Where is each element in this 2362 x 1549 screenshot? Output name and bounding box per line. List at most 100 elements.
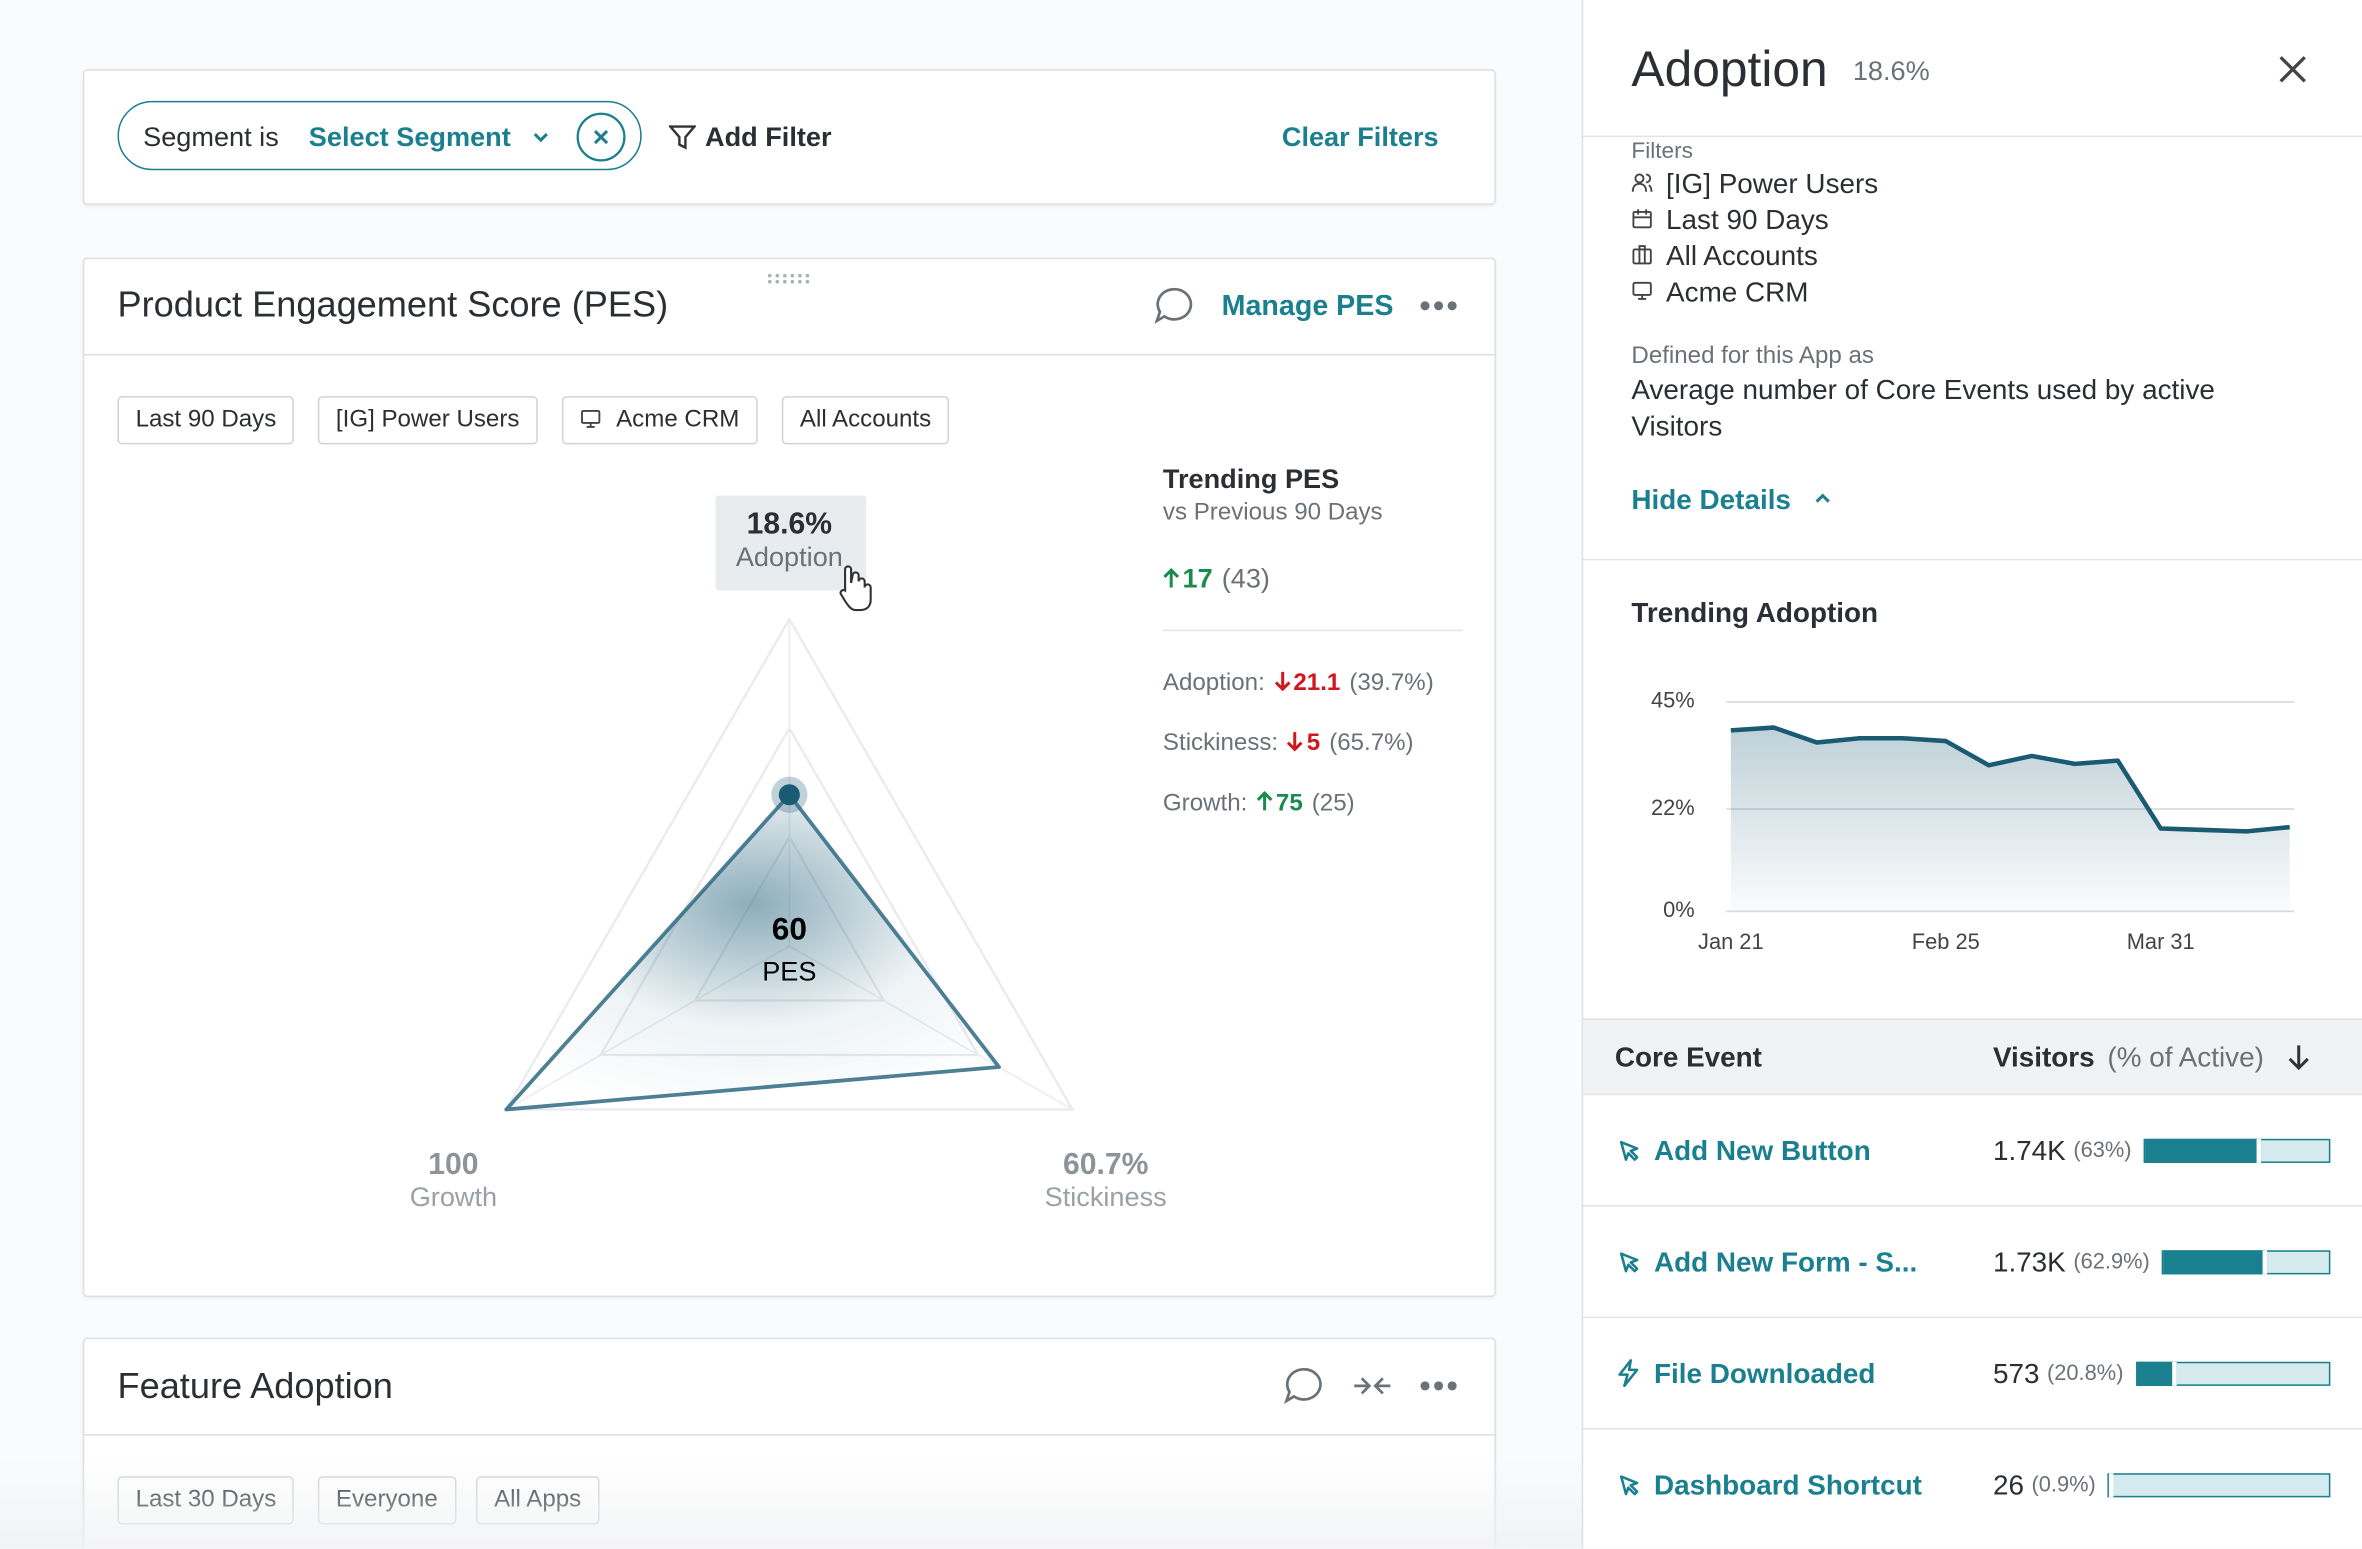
trending-change: 17 (43) — [1163, 565, 1270, 592]
percent: (20.8%) — [2046, 1361, 2124, 1386]
arrow-shape — [1274, 671, 1290, 692]
metric-previous: (39.7%) — [1349, 670, 1434, 696]
axis-value: 18.6% — [747, 508, 832, 541]
comment-icon[interactable] — [1282, 1365, 1324, 1407]
bar-fill — [2137, 1361, 2177, 1386]
column-header[interactable]: Visitors — [1992, 1040, 2095, 1073]
close-button[interactable] — [2278, 54, 2308, 84]
axis-name: Adoption — [736, 541, 843, 572]
panel-value: 18.6% — [1852, 55, 1930, 86]
trend-arrow — [1287, 732, 1304, 752]
radar-area — [504, 792, 1001, 1112]
collapse-icon[interactable] — [1353, 1371, 1392, 1401]
definition: Average number of Core Events used by ac… — [1631, 373, 2215, 442]
segment-select[interactable]: Select Segment — [308, 122, 511, 153]
table-row: Dashboard Shortcut 26 (0.9%) — [1583, 1428, 2362, 1539]
arrow-shape — [1287, 732, 1304, 752]
icon-part — [1632, 210, 1652, 229]
icon — [1619, 1252, 1639, 1273]
filter-chip[interactable]: Acme CRM — [561, 396, 758, 445]
panel-title: Adoption — [1631, 40, 1828, 97]
icon-part — [1632, 281, 1652, 296]
bar-fill — [2145, 1138, 2261, 1163]
icon — [1619, 1475, 1639, 1496]
filter-chip[interactable]: [IG] Power Users — [317, 396, 538, 445]
percent: (62.9%) — [2073, 1249, 2150, 1274]
chevron — [533, 133, 548, 143]
percent: (63%) — [2073, 1138, 2132, 1163]
manage-pes[interactable]: Manage PES — [1221, 290, 1394, 323]
bottom-fade — [0, 1458, 1582, 1549]
icon — [1631, 173, 1653, 192]
filter-item: Acme CRM — [1666, 275, 1809, 308]
filter-item: [IG] Power Users — [1666, 167, 1879, 199]
icon-part — [1634, 173, 1645, 184]
add-filter[interactable]: Add Filter — [704, 122, 832, 153]
icon — [1618, 1359, 1639, 1388]
event-link[interactable]: Add New Form - S... — [1654, 1245, 1918, 1277]
table-row: Add New Button 1.74K (63%) — [1583, 1093, 2362, 1205]
metric-name: Adoption: — [1162, 670, 1265, 696]
bar-track — [2107, 1472, 2331, 1497]
divider — [1583, 135, 2362, 138]
tooltip — [715, 495, 867, 591]
icon-part — [1638, 245, 1646, 264]
column-subheader: (% of Active) — [2107, 1040, 2264, 1073]
drag-handle[interactable] — [767, 273, 815, 285]
bar-track — [2161, 1249, 2331, 1274]
pes-card: Product Engagement Score (PES) Manage PE… — [82, 257, 1496, 1297]
metric-row: Growth: 75 (25) — [1163, 791, 1355, 818]
clear-segment[interactable] — [575, 111, 626, 162]
filter-item: Last 90 Days — [1666, 203, 1829, 235]
event-link[interactable]: Add New Button — [1654, 1133, 1871, 1166]
icon — [1632, 245, 1652, 265]
comment-icon[interactable] — [1152, 285, 1194, 327]
change-value: 17 — [1182, 563, 1213, 594]
x-tick-label: Feb 25 — [1912, 929, 1980, 954]
bar-track — [2135, 1361, 2331, 1386]
more-menu[interactable] — [1419, 300, 1458, 312]
arrow-shape — [1256, 790, 1273, 811]
y-tick-label: 45% — [1651, 688, 1695, 713]
card-title: Product Engagement Score (PES) — [117, 284, 669, 326]
pes-label: PES — [762, 955, 816, 986]
icon — [581, 409, 601, 428]
y-tick-label: 0% — [1663, 897, 1695, 922]
trend-arrow — [1256, 790, 1273, 811]
line-chart: 0% 22% 45% Jan 21 Feb 25 Mar 31 — [1651, 688, 2295, 954]
more-menu[interactable] — [1419, 1380, 1458, 1392]
cursor — [839, 565, 872, 612]
table-row: Add New Form - S... 1.73K (62.9%) — [1583, 1205, 2362, 1316]
trend-arrow — [1163, 568, 1180, 588]
column-header: Core Event — [1614, 1040, 1762, 1073]
event-link[interactable]: File Downloaded — [1654, 1356, 1876, 1389]
icon-part — [1631, 173, 1653, 192]
radar-point — [778, 784, 800, 806]
filter-icon — [668, 125, 696, 150]
metric-row: Adoption: 21.1 (39.7%) — [1163, 670, 1434, 697]
chip-label: [IG] Power Users — [335, 406, 520, 433]
bar-fill — [2163, 1249, 2268, 1274]
defined-label: Defined for this App as — [1631, 343, 1874, 370]
hide-details[interactable]: Hide Details — [1631, 483, 1791, 516]
segment-pill[interactable]: Segment is Select Segment — [117, 100, 642, 171]
filter-chip[interactable]: All Accounts — [781, 396, 950, 445]
filter-item: All Accounts — [1666, 239, 1818, 272]
icon-part — [581, 409, 601, 424]
percent: (0.9%) — [2031, 1472, 2096, 1497]
icon-part — [1618, 1359, 1639, 1388]
trending-subtitle: vs Previous 90 Days — [1162, 500, 1383, 526]
card-header — [84, 259, 1495, 356]
axis-name: Stickiness — [1045, 1181, 1167, 1212]
sort-icon[interactable] — [2287, 1042, 2311, 1072]
divider — [1583, 558, 2362, 561]
trending-title: Trending PES — [1162, 463, 1340, 495]
clear-filters[interactable]: Clear Filters — [1281, 122, 1439, 153]
event-link[interactable]: Dashboard Shortcut — [1654, 1467, 1922, 1500]
bar-track — [2143, 1138, 2331, 1163]
filter-chip[interactable]: Last 90 Days — [117, 396, 295, 445]
axis-value: 100 — [428, 1148, 478, 1181]
